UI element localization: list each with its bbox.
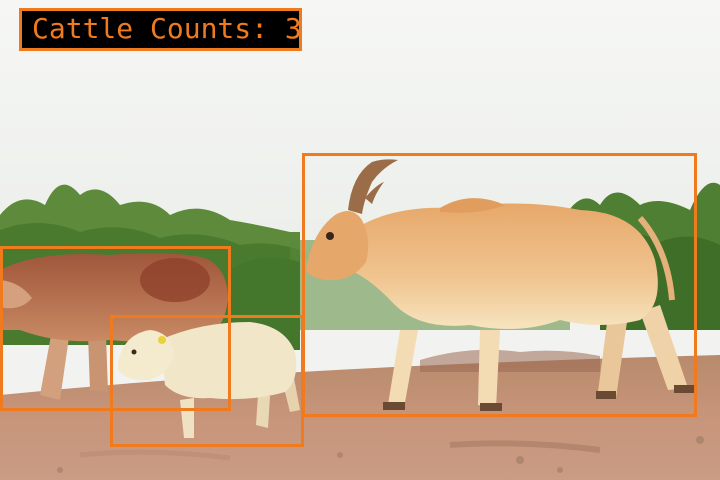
detection-box-cow — [0, 246, 231, 411]
detection-box-calf — [110, 315, 304, 447]
bull — [306, 159, 694, 411]
pebbles — [57, 436, 704, 473]
cattle-count-label: Cattle Counts: 3 — [19, 8, 302, 51]
detection-box-bull — [302, 153, 697, 417]
